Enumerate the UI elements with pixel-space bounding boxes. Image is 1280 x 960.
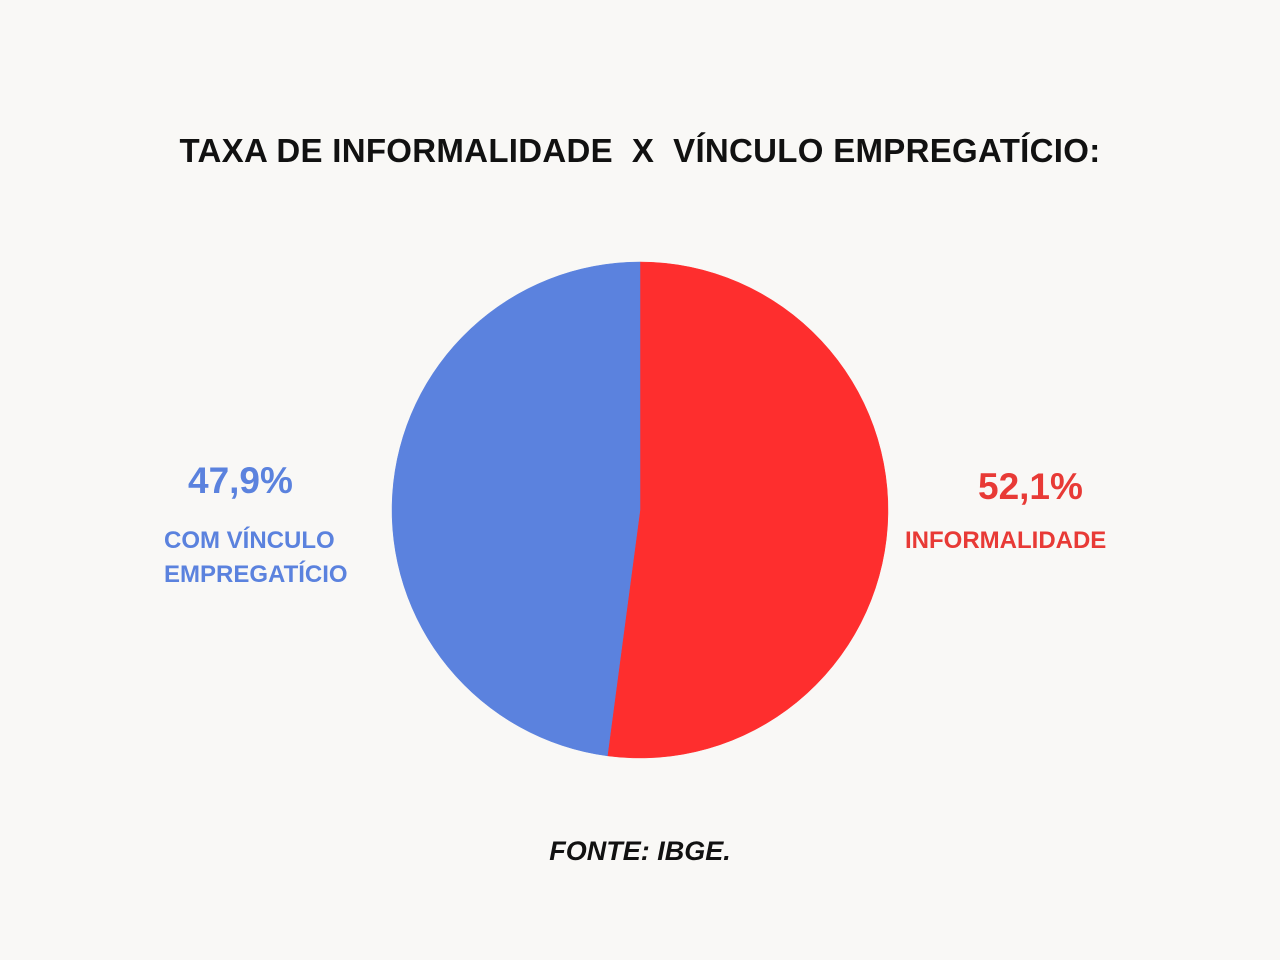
slice-label-informalidade: INFORMALIDADE: [905, 527, 1107, 554]
slice-value-vinculo: 47,9%: [188, 460, 293, 501]
slice-value-informalidade: 52,1%: [978, 466, 1083, 507]
pie-slice-informalidade: [607, 261, 889, 759]
pie-slices: [391, 261, 889, 759]
slice-label-vinculo: COM VÍNCULO EMPREGATÍCIO: [164, 527, 348, 588]
source-note: FONTE: IBGE.: [549, 836, 731, 866]
pie-slice-vinculo: [391, 261, 641, 757]
chart-title: TAXA DE INFORMALIDADE X VÍNCULO EMPREGAT…: [179, 132, 1101, 169]
